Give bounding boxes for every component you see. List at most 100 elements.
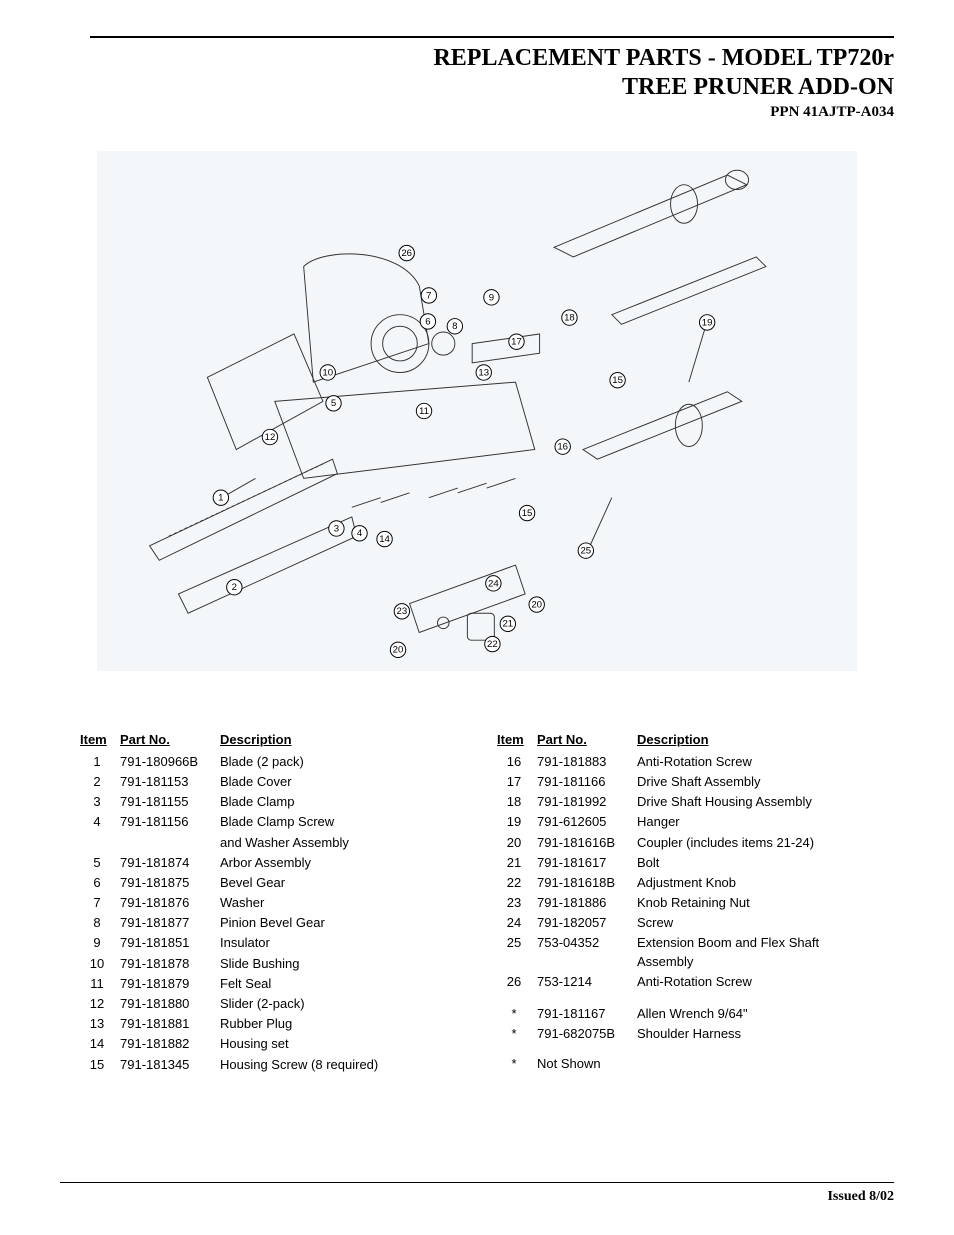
cell-part: 791-180966B xyxy=(120,753,220,773)
cell-part: 791-181877 xyxy=(120,914,220,934)
cell-item: 6 xyxy=(80,874,120,894)
cell-item: 17 xyxy=(497,773,537,793)
callout-11: 11 xyxy=(416,403,431,418)
cell-item: 13 xyxy=(80,1015,120,1035)
svg-text:5: 5 xyxy=(331,398,336,409)
callout-6: 6 xyxy=(420,313,435,328)
callout-9: 9 xyxy=(484,289,499,304)
cell-desc: Bevel Gear xyxy=(220,874,457,894)
table-row: 20791-181616BCoupler (includes items 21-… xyxy=(497,834,874,854)
svg-text:24: 24 xyxy=(488,578,499,589)
table-row: 14791-181882Housing set xyxy=(80,1035,457,1055)
col-part: Part No. xyxy=(120,731,220,753)
callout-26: 26 xyxy=(399,245,414,260)
svg-text:10: 10 xyxy=(322,367,333,378)
svg-text:20: 20 xyxy=(393,644,404,655)
cell-part: 791-181879 xyxy=(120,975,220,995)
callout-25: 25 xyxy=(578,543,593,558)
diagram-svg: 2679681819171013155111216115341425224202… xyxy=(97,151,857,671)
cell-desc: Blade (2 pack) xyxy=(220,753,457,773)
cell-part: 791-682075B xyxy=(537,1025,637,1045)
svg-text:22: 22 xyxy=(487,639,498,650)
table-row: 21791-181617Bolt xyxy=(497,854,874,874)
cell-part: 791-181618B xyxy=(537,874,637,894)
svg-text:3: 3 xyxy=(334,523,339,534)
parts-tables: Item Part No. Description 1791-180966BBl… xyxy=(60,731,894,1076)
callout-20: 20 xyxy=(529,596,544,611)
cell-item: 24 xyxy=(497,914,537,934)
table-row: 23791-181886Knob Retaining Nut xyxy=(497,894,874,914)
issued-date: Issued 8/02 xyxy=(60,1189,894,1205)
svg-text:9: 9 xyxy=(489,292,494,303)
cell-part: 791-181878 xyxy=(120,955,220,975)
callout-15: 15 xyxy=(610,372,625,387)
cell-desc: Drive Shaft Assembly xyxy=(637,773,874,793)
svg-text:23: 23 xyxy=(397,606,408,617)
top-rule xyxy=(90,36,894,38)
cell-part: 791-181167 xyxy=(537,1005,637,1025)
callout-4: 4 xyxy=(352,525,367,540)
svg-text:18: 18 xyxy=(564,312,575,323)
cell-item: 7 xyxy=(80,894,120,914)
cell-part: 791-181881 xyxy=(120,1015,220,1035)
cell-part: 791-182057 xyxy=(537,914,637,934)
cell-desc: Housing Screw (8 required) xyxy=(220,1056,457,1076)
table-row: 19791-612605Hanger xyxy=(497,813,874,833)
callout-18: 18 xyxy=(562,309,577,324)
cell-item xyxy=(80,834,120,854)
cell-item: 16 xyxy=(497,753,537,773)
cell-item: 15 xyxy=(80,1056,120,1076)
svg-text:1: 1 xyxy=(218,492,223,503)
title-line-2: TREE PRUNER ADD-ON xyxy=(60,73,894,102)
cell-desc: Slide Bushing xyxy=(220,955,457,975)
callout-5: 5 xyxy=(326,395,341,410)
table-row: 1791-180966BBlade (2 pack) xyxy=(80,753,457,773)
callout-7: 7 xyxy=(421,287,436,302)
exploded-diagram: 2679681819171013155111216115341425224202… xyxy=(97,151,857,671)
svg-text:13: 13 xyxy=(478,367,489,378)
cell-item: 19 xyxy=(497,813,537,833)
cell-desc: Drive Shaft Housing Assembly xyxy=(637,793,874,813)
callout-24: 24 xyxy=(486,575,501,590)
cell-desc: Rubber Plug xyxy=(220,1015,457,1035)
cell-item: 8 xyxy=(80,914,120,934)
svg-text:15: 15 xyxy=(522,508,533,519)
svg-text:19: 19 xyxy=(702,317,713,328)
svg-text:21: 21 xyxy=(502,618,513,629)
table-row: 4791-181156Blade Clamp Screw xyxy=(80,813,457,833)
cell-desc: Hanger xyxy=(637,813,874,833)
cell-item: * xyxy=(497,1025,537,1045)
cell-item: 4 xyxy=(80,813,120,833)
table-row: 17791-181166Drive Shaft Assembly xyxy=(497,773,874,793)
cell-item: 20 xyxy=(497,834,537,854)
cell-part: 753-04352 xyxy=(537,934,637,972)
cell-item: 5 xyxy=(80,854,120,874)
table-row: 15791-181345Housing Screw (8 required) xyxy=(80,1056,457,1076)
svg-text:17: 17 xyxy=(511,336,522,347)
cell-part: 791-181617 xyxy=(537,854,637,874)
cell-desc: Anti-Rotation Screw xyxy=(637,753,874,773)
cell-desc: Anti-Rotation Screw xyxy=(637,973,874,993)
cell-desc: Insulator xyxy=(220,934,457,954)
parts-table-right: Item Part No. Description 16791-181883An… xyxy=(497,731,874,1076)
cell-desc: Screw xyxy=(637,914,874,934)
cell-desc: Washer xyxy=(220,894,457,914)
svg-text:15: 15 xyxy=(612,375,623,386)
table-row: 10791-181878Slide Bushing xyxy=(80,955,457,975)
cell-item: 23 xyxy=(497,894,537,914)
cell-desc: Housing set xyxy=(220,1035,457,1055)
col-desc: Description xyxy=(637,731,874,753)
header: REPLACEMENT PARTS - MODEL TP720r TREE PR… xyxy=(60,44,894,121)
page: REPLACEMENT PARTS - MODEL TP720r TREE PR… xyxy=(0,0,954,1235)
table-row: 22791-181618BAdjustment Knob xyxy=(497,874,874,894)
cell-part: 791-612605 xyxy=(537,813,637,833)
cell-desc: Adjustment Knob xyxy=(637,874,874,894)
callout-21: 21 xyxy=(500,616,515,631)
cell-desc: Bolt xyxy=(637,854,874,874)
cell-desc: Blade Clamp xyxy=(220,793,457,813)
svg-text:16: 16 xyxy=(557,441,568,452)
cell-desc: and Washer Assembly xyxy=(220,834,457,854)
cell-item: 18 xyxy=(497,793,537,813)
cell-part: 753-1214 xyxy=(537,973,637,993)
cell-desc: Shoulder Harness xyxy=(637,1025,874,1045)
